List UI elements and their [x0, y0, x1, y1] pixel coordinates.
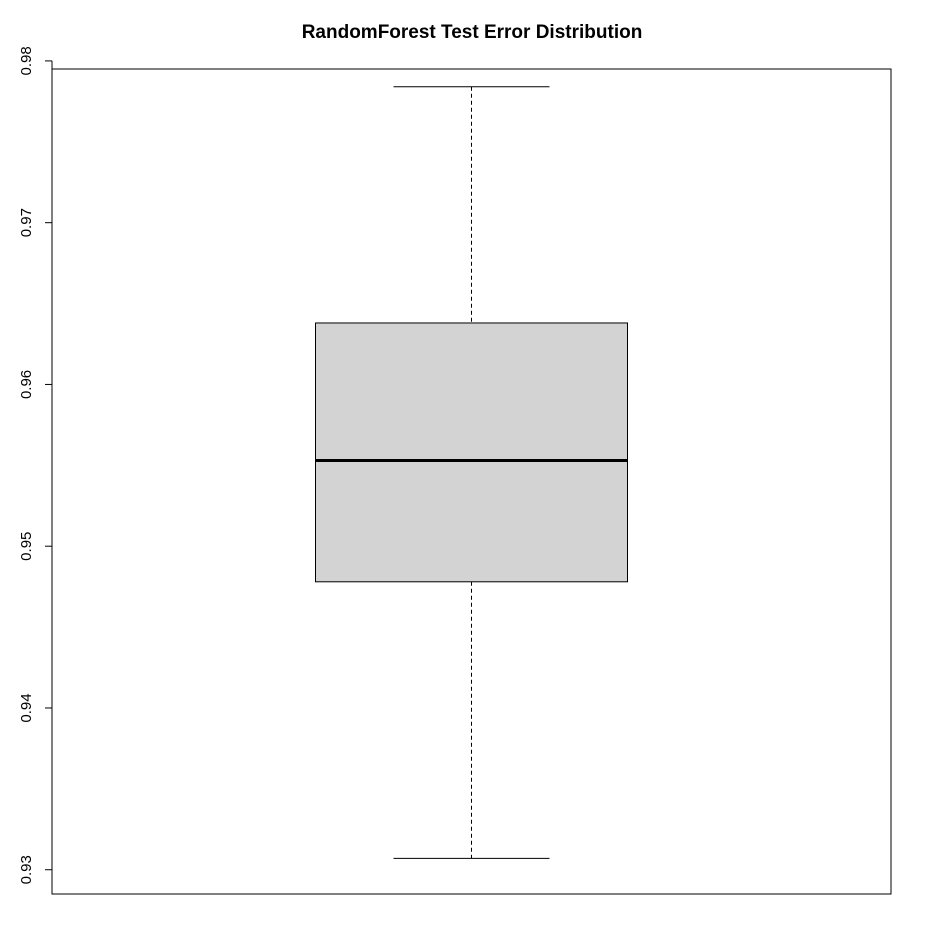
- y-tick-label: 0.97: [18, 208, 35, 237]
- chart-title: RandomForest Test Error Distribution: [302, 22, 643, 43]
- y-tick-label: 0.96: [18, 370, 35, 399]
- box-group: [315, 86, 628, 859]
- y-axis: 0.93 0.94 0.95 0.96 0.97 0.98: [18, 46, 53, 884]
- y-tick-label: 0.94: [18, 693, 35, 722]
- y-tick-label: 0.93: [18, 855, 35, 884]
- y-tick-label: 0.98: [18, 46, 35, 75]
- y-tick-label: 0.95: [18, 532, 35, 561]
- interquartile-box: [315, 322, 628, 583]
